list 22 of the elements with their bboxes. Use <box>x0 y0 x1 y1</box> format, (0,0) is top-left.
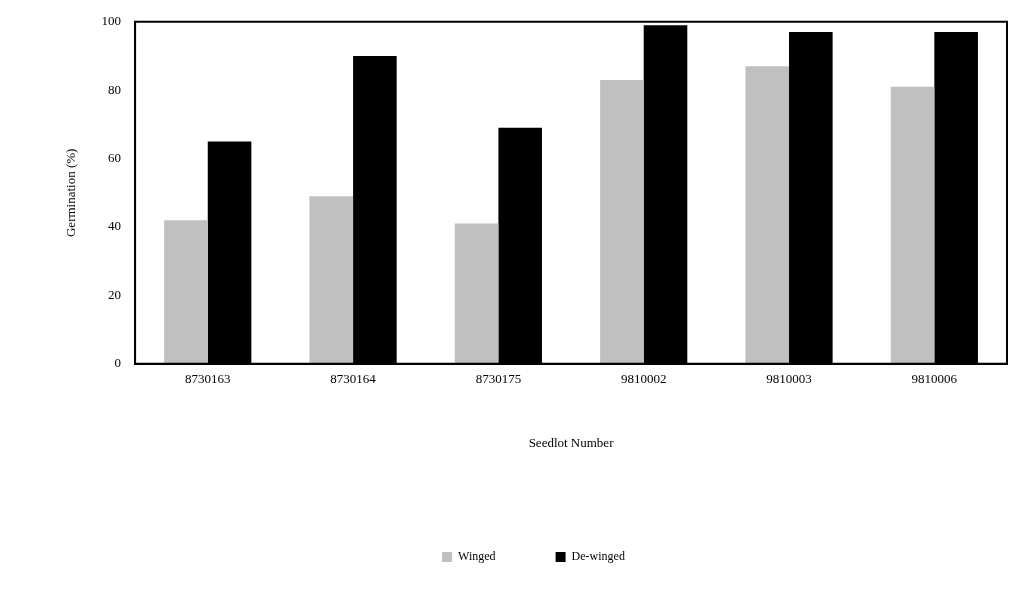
bar <box>745 66 790 364</box>
bar <box>600 79 644 364</box>
x-tick-label: 9810003 <box>766 371 812 387</box>
x-tick-label: 9810006 <box>911 371 958 387</box>
y-tick-label: 60 <box>108 150 122 166</box>
x-axis-title: Seedlot Number <box>528 434 615 450</box>
bar <box>164 220 208 364</box>
y-tick-label: 20 <box>108 286 122 302</box>
bar <box>309 196 354 364</box>
legend-label: Winged <box>458 549 496 564</box>
bar <box>890 86 935 364</box>
y-tick-label: 40 <box>108 218 122 234</box>
x-tick-label: 8730175 <box>475 371 522 387</box>
legend-label: De-winged <box>571 549 625 564</box>
x-tick-label: 8730164 <box>330 371 377 387</box>
y-tick-label: 100 <box>101 13 122 29</box>
x-tick-label: 9810002 <box>620 371 667 387</box>
y-tick-label: 0 <box>114 355 122 371</box>
x-tick-label: 8730163 <box>185 371 231 387</box>
bar <box>454 223 499 364</box>
y-axis-title: Germination (%) <box>63 148 79 238</box>
y-tick-label: 80 <box>108 81 122 97</box>
